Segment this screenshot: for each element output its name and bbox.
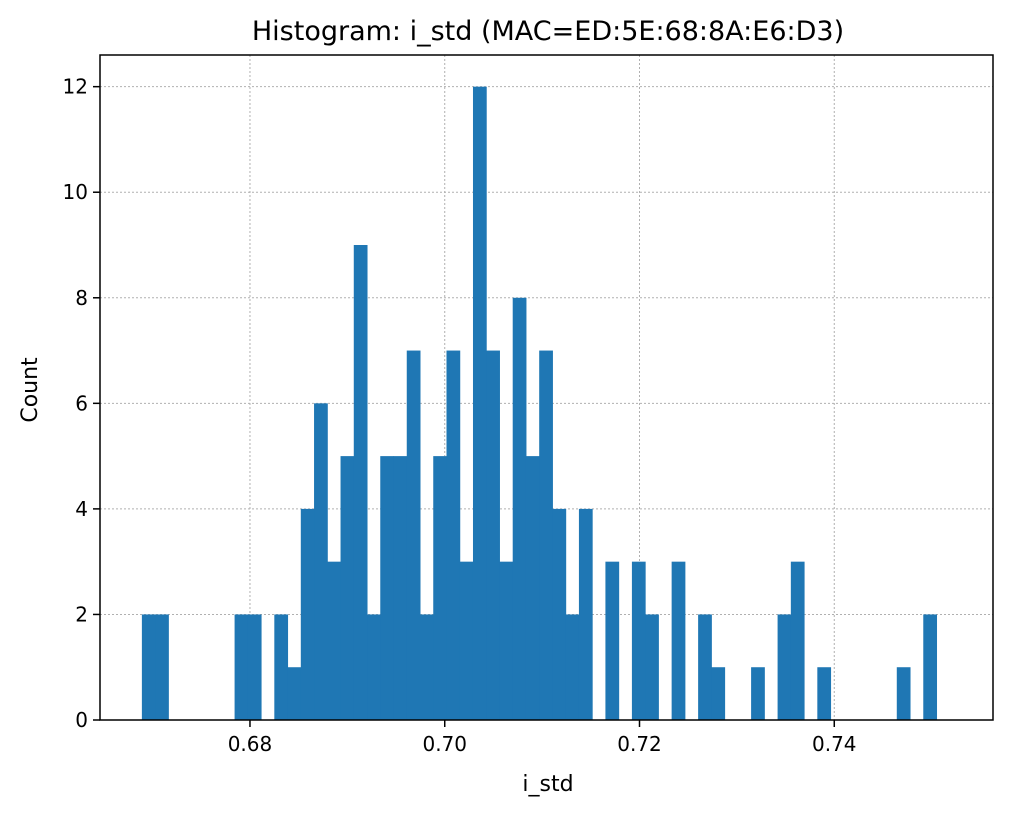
histogram-bar <box>327 561 342 720</box>
histogram-bar <box>472 86 487 720</box>
histogram-bar <box>499 561 514 720</box>
histogram-bars <box>141 86 938 720</box>
x-tick-label: 0.70 <box>422 732 467 756</box>
histogram-bar <box>578 508 593 720</box>
histogram-bar <box>711 667 726 720</box>
x-tick-label: 0.68 <box>228 732 273 756</box>
histogram-bar <box>353 245 368 720</box>
histogram-bar <box>671 561 686 720</box>
histogram-bar <box>751 667 765 720</box>
histogram-bar <box>565 614 580 720</box>
histogram-bar <box>817 667 832 720</box>
chart-title: Histogram: i_std (MAC=ED:5E:68:8A:E6:D3) <box>252 16 844 47</box>
histogram-bar <box>247 614 262 720</box>
histogram-bar <box>300 508 315 720</box>
y-axis-label: Count <box>18 357 43 423</box>
histogram-bar <box>486 350 500 720</box>
histogram-bar <box>287 667 302 720</box>
histogram-bar <box>645 614 659 720</box>
y-tick-label: 4 <box>75 497 88 521</box>
y-tick-label: 2 <box>75 602 88 626</box>
histogram-bar <box>525 456 540 720</box>
y-axis-ticks: 0 2 4 6 8 10 12 <box>63 75 100 732</box>
histogram-bar <box>433 456 447 720</box>
histogram-bar <box>790 561 805 720</box>
histogram-bar <box>234 614 249 720</box>
histogram-bar <box>393 456 408 720</box>
histogram-bar <box>141 614 156 720</box>
histogram-bar <box>446 350 461 720</box>
histogram-bar <box>777 614 792 720</box>
y-tick-label: 12 <box>63 75 88 99</box>
histogram-bar <box>896 667 911 720</box>
x-axis-ticks: 0.68 0.70 0.72 0.74 <box>228 720 857 756</box>
histogram-bar <box>923 614 938 720</box>
y-tick-label: 8 <box>75 286 88 310</box>
y-tick-label: 0 <box>75 708 88 732</box>
histogram-bar <box>459 561 474 720</box>
y-tick-label: 6 <box>75 391 88 415</box>
x-axis-label: i_std <box>522 772 573 797</box>
histogram-bar <box>367 614 381 720</box>
histogram-bar <box>539 350 553 720</box>
histogram-bar <box>274 614 289 720</box>
histogram-bar <box>605 561 620 720</box>
histogram-bar <box>155 614 169 720</box>
histogram-bar <box>314 403 328 720</box>
y-tick-label: 10 <box>63 180 88 204</box>
histogram-bar <box>419 614 434 720</box>
x-tick-label: 0.72 <box>617 732 662 756</box>
histogram-bar <box>698 614 712 720</box>
histogram-bar <box>552 508 567 720</box>
histogram-bar <box>380 456 395 720</box>
histogram-bar <box>406 350 421 720</box>
plot-frame <box>99 54 994 721</box>
x-tick-label: 0.74 <box>812 732 857 756</box>
histogram-bar <box>631 561 646 720</box>
histogram-bar <box>512 297 527 720</box>
histogram-bar <box>340 456 355 720</box>
